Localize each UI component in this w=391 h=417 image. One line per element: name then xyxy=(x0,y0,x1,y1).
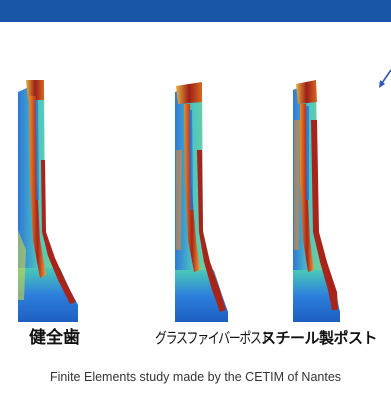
label-steel-post: スチール製ポスト xyxy=(261,329,378,347)
arrow-icon xyxy=(379,69,391,88)
label-glass-fiber-post: グラスファイバーポスト xyxy=(155,329,273,347)
tooth-model-steel-post xyxy=(293,80,340,322)
tooth-model-glass-fiber-post xyxy=(175,82,228,322)
header-bar xyxy=(0,0,391,22)
figure-caption: Finite Elements study made by the CETIM … xyxy=(49,370,342,384)
label-healthy-tooth: 健全歯 xyxy=(29,328,80,348)
tooth-model-healthy xyxy=(18,80,78,322)
